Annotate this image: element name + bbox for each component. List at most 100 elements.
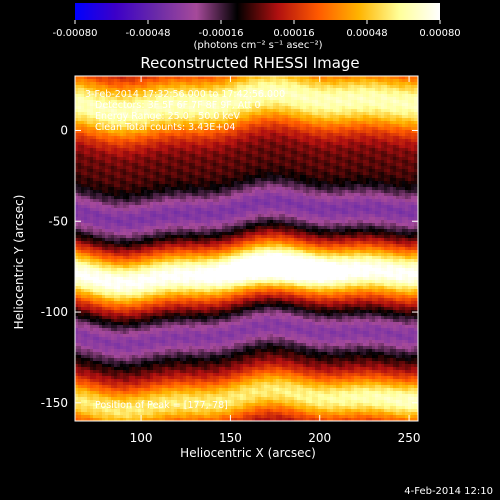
heatmap-cell <box>378 190 382 194</box>
heatmap-cell <box>177 85 181 89</box>
heatmap-cell <box>288 118 292 122</box>
heatmap-cell <box>129 178 133 182</box>
heatmap-cell <box>414 112 418 116</box>
heatmap-cell <box>306 112 310 116</box>
heatmap-cell <box>309 184 313 188</box>
heatmap-cell <box>351 136 355 140</box>
heatmap-cell <box>105 76 109 80</box>
heatmap-cell <box>174 115 178 119</box>
heatmap-cell <box>228 109 232 113</box>
heatmap-cell <box>237 145 241 149</box>
heatmap-cell <box>288 169 292 173</box>
heatmap-cell <box>387 160 391 164</box>
heatmap-cell <box>303 106 307 110</box>
heatmap-cell <box>99 160 103 164</box>
heatmap-cell <box>213 85 217 89</box>
heatmap-cell <box>294 106 298 110</box>
heatmap-cell <box>258 181 262 185</box>
heatmap-cell <box>276 124 280 128</box>
heatmap-cell <box>99 103 103 107</box>
heatmap-cell <box>363 136 367 140</box>
heatmap-cell <box>99 184 103 188</box>
heatmap-cell <box>384 115 388 119</box>
heatmap-cell <box>144 88 148 92</box>
heatmap-cell <box>348 175 352 179</box>
heatmap-cell <box>405 103 409 107</box>
heatmap-cell <box>222 178 226 182</box>
heatmap-cell <box>324 154 328 158</box>
heatmap-cell <box>90 184 94 188</box>
heatmap-cell <box>84 82 88 86</box>
heatmap-cell <box>375 184 379 188</box>
heatmap-cell <box>399 136 403 140</box>
heatmap-cell <box>168 109 172 113</box>
heatmap-cell <box>273 91 277 95</box>
heatmap-cell <box>81 136 85 140</box>
heatmap-cell <box>345 106 349 110</box>
heatmap-cell <box>315 184 319 188</box>
heatmap-cell <box>324 88 328 92</box>
heatmap-cell <box>396 142 400 146</box>
heatmap-cell <box>228 172 232 176</box>
heatmap-cell <box>126 82 130 86</box>
heatmap-cell <box>372 199 376 203</box>
heatmap-cell <box>327 142 331 146</box>
heatmap-cell <box>327 145 331 149</box>
heatmap-cells <box>75 76 418 421</box>
heatmap-cell <box>219 172 223 176</box>
heatmap-cell <box>117 160 121 164</box>
heatmap-cell <box>78 172 82 176</box>
heatmap-cell <box>156 115 160 119</box>
heatmap-cell <box>399 178 403 182</box>
heatmap-cell <box>240 127 244 131</box>
heatmap-cell <box>141 175 145 179</box>
heatmap-cell <box>384 91 388 95</box>
heatmap-cell <box>246 172 250 176</box>
heatmap-cell <box>315 187 319 191</box>
heatmap-cell <box>102 85 106 89</box>
heatmap-cell <box>249 193 253 197</box>
heatmap-cell <box>387 76 391 80</box>
heatmap-cell <box>291 133 295 137</box>
heatmap-cell <box>159 196 163 200</box>
heatmap-cell <box>402 136 406 140</box>
heatmap-cell <box>108 112 112 116</box>
heatmap-cell <box>243 79 247 83</box>
heatmap-cell <box>405 91 409 95</box>
heatmap-cell <box>195 190 199 194</box>
heatmap-cell <box>159 181 163 185</box>
heatmap-cell <box>321 178 325 182</box>
heatmap-cell <box>357 88 361 92</box>
heatmap-cell <box>351 148 355 152</box>
heatmap-cell <box>324 196 328 200</box>
heatmap-cell <box>345 139 349 143</box>
heatmap-cell <box>261 76 265 80</box>
heatmap-cell <box>324 136 328 140</box>
heatmap-cell <box>240 151 244 155</box>
heatmap-cell <box>384 97 388 101</box>
heatmap-cell <box>360 160 364 164</box>
heatmap-cell <box>165 172 169 176</box>
heatmap-cell <box>204 136 208 140</box>
heatmap-cell <box>126 142 130 146</box>
heatmap-cell <box>243 157 247 161</box>
heatmap-cell <box>300 94 304 98</box>
heatmap-cell <box>234 88 238 92</box>
heatmap-cell <box>282 175 286 179</box>
heatmap-cell <box>207 103 211 107</box>
heatmap-cell <box>333 121 337 125</box>
heatmap-cell <box>126 199 130 203</box>
heatmap-cell <box>162 118 166 122</box>
heatmap-cell <box>123 199 127 203</box>
heatmap-cell <box>375 127 379 131</box>
heatmap-cell <box>261 148 265 152</box>
heatmap-cell <box>378 115 382 119</box>
heatmap-cell <box>96 202 100 206</box>
heatmap-cell <box>330 157 334 161</box>
heatmap-cell <box>258 115 262 119</box>
heatmap-cell <box>342 136 346 140</box>
heatmap-cell <box>300 88 304 92</box>
heatmap-cell <box>411 142 415 146</box>
heatmap-cell <box>378 82 382 86</box>
heatmap-cell <box>207 118 211 122</box>
